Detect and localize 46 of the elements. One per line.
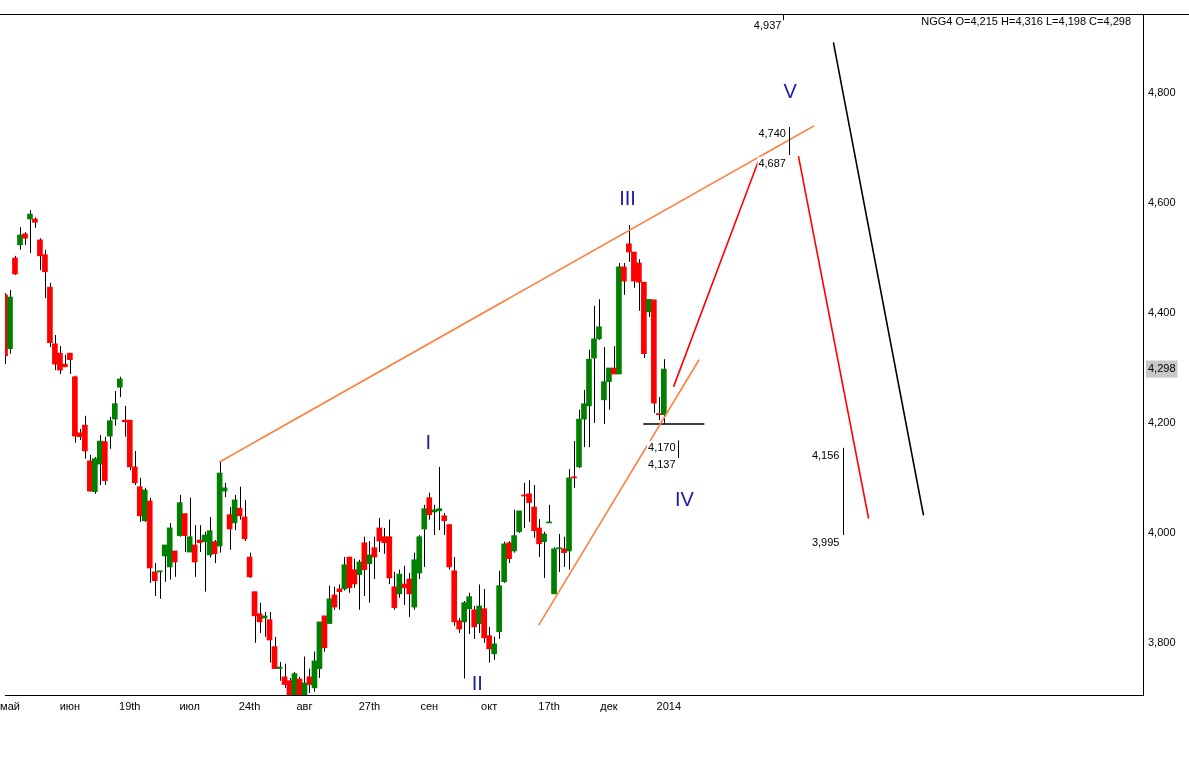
- x-tick-label: 2014: [656, 699, 682, 712]
- annotation: 4,937: [753, 18, 782, 31]
- x-tick-label: 27th: [358, 699, 381, 712]
- candlestick: [17, 226, 23, 251]
- y-tick-label: 4,298: [1148, 362, 1176, 375]
- y-tick-label: 4,800: [1148, 86, 1176, 99]
- y-tick-label: 4,200: [1148, 415, 1176, 428]
- candlestick: [116, 376, 123, 398]
- candlestick: [656, 396, 662, 421]
- candlestick: [431, 504, 438, 536]
- annotation: II: [471, 672, 483, 695]
- annotation: 4,156: [811, 448, 840, 461]
- annotation: 4,687: [758, 156, 786, 169]
- annotation: 3,995: [811, 535, 840, 548]
- y-tick-label: 4,600: [1148, 196, 1176, 209]
- x-tick-label: авг: [296, 699, 313, 712]
- x-tick-label: 17th: [538, 699, 560, 712]
- annotation: I: [425, 430, 432, 453]
- candlestick: [541, 531, 547, 579]
- x-tick-label: дек: [600, 699, 618, 712]
- chart-title: NGG4 O=4,215 H=4,316 L=4,198 C=4,298: [921, 15, 1131, 28]
- annotation: III: [619, 187, 636, 210]
- candlestick: [561, 536, 567, 568]
- candlestick: [186, 497, 193, 553]
- x-tick-label: июн: [59, 699, 81, 712]
- candlestick: [421, 504, 428, 568]
- y-tick-label: 4,400: [1148, 306, 1176, 319]
- x-tick-label: 24th: [238, 699, 261, 712]
- y-tick-label: 3,800: [1148, 635, 1176, 648]
- candlestick: [211, 539, 218, 564]
- x-tick-label: сен: [420, 699, 439, 712]
- annotation: V: [783, 79, 798, 102]
- annotation: 4,170: [648, 440, 676, 453]
- x-tick-label: июл: [179, 699, 200, 712]
- candlestick: [181, 513, 188, 553]
- x-tick-label: окт: [481, 699, 498, 712]
- candlestick: [621, 262, 627, 296]
- annotation: 4,137: [648, 458, 676, 471]
- candlestick: [391, 571, 398, 611]
- x-tick-label: май: [0, 699, 20, 712]
- annotation: IV: [674, 487, 695, 510]
- candlestick: [12, 255, 18, 276]
- candlestick: [171, 550, 178, 578]
- annotation: 4,740: [758, 127, 786, 140]
- y-tick-label: 4,000: [1148, 525, 1176, 538]
- x-tick-label: 19th: [119, 699, 141, 712]
